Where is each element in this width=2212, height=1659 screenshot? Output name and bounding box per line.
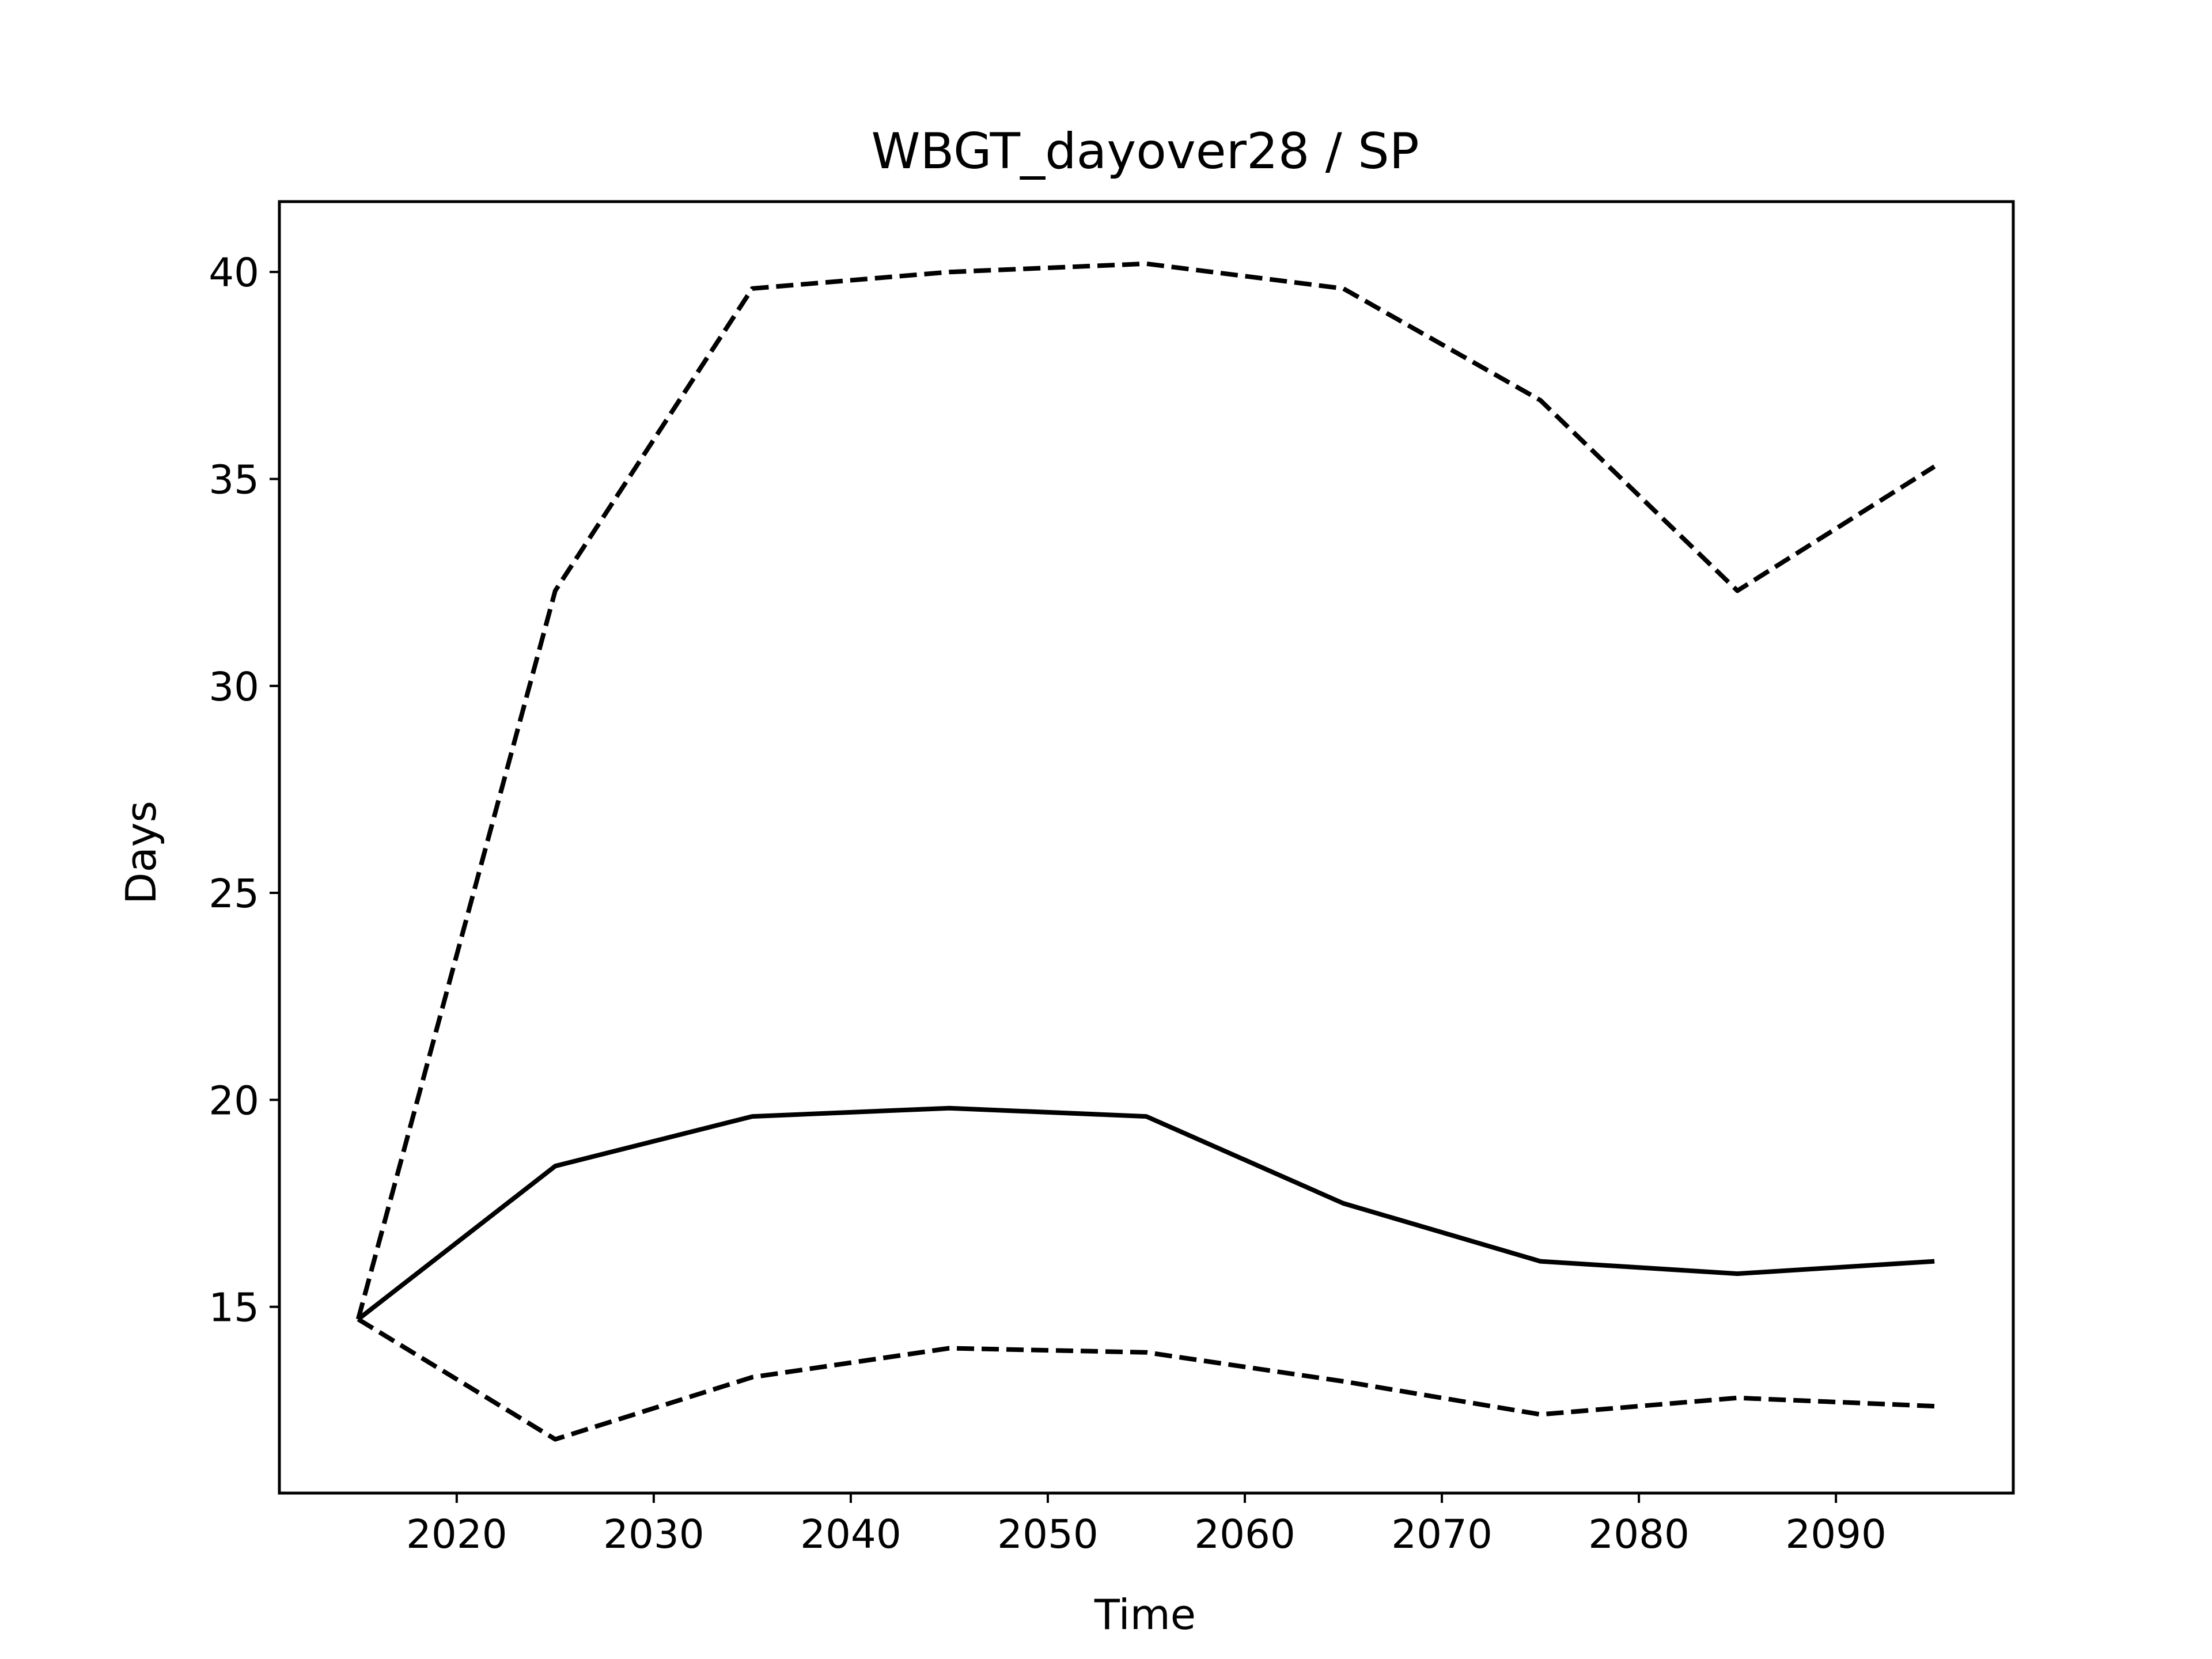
x-tick-label: 2040 (800, 1512, 902, 1558)
y-tick-label: 35 (209, 457, 259, 503)
y-axis-label: Days (117, 801, 165, 904)
x-tick-label: 2050 (997, 1512, 1099, 1558)
x-tick-label: 2070 (1391, 1512, 1493, 1558)
y-tick-label: 15 (209, 1285, 259, 1331)
x-tick-label: 2030 (603, 1512, 704, 1558)
x-tick-label: 2080 (1588, 1512, 1690, 1558)
y-tick-label: 40 (209, 250, 259, 296)
y-tick-label: 30 (209, 664, 259, 710)
series-line-dashed-2 (357, 1317, 1935, 1442)
x-tick-label: 2060 (1194, 1512, 1296, 1558)
y-tick-label: 25 (209, 871, 259, 917)
x-axis: 2020 2030 2040 2050 2060 2070 2080 2090 (406, 1493, 1887, 1558)
plot-frame (278, 200, 2015, 1495)
series-line-solid-0 (357, 1105, 1935, 1321)
plot-lines (355, 261, 1936, 1442)
x-axis-label: Time (1094, 1590, 1196, 1639)
y-axis: 15 20 25 30 35 40 (209, 250, 279, 1331)
x-tick-label: 2090 (1785, 1512, 1887, 1558)
y-tick-label: 20 (209, 1078, 259, 1124)
chart-title: WBGT_dayover28 / SP (871, 123, 1419, 180)
series-line-dashed-1 (355, 261, 1936, 1320)
x-tick-label: 2020 (406, 1512, 507, 1558)
